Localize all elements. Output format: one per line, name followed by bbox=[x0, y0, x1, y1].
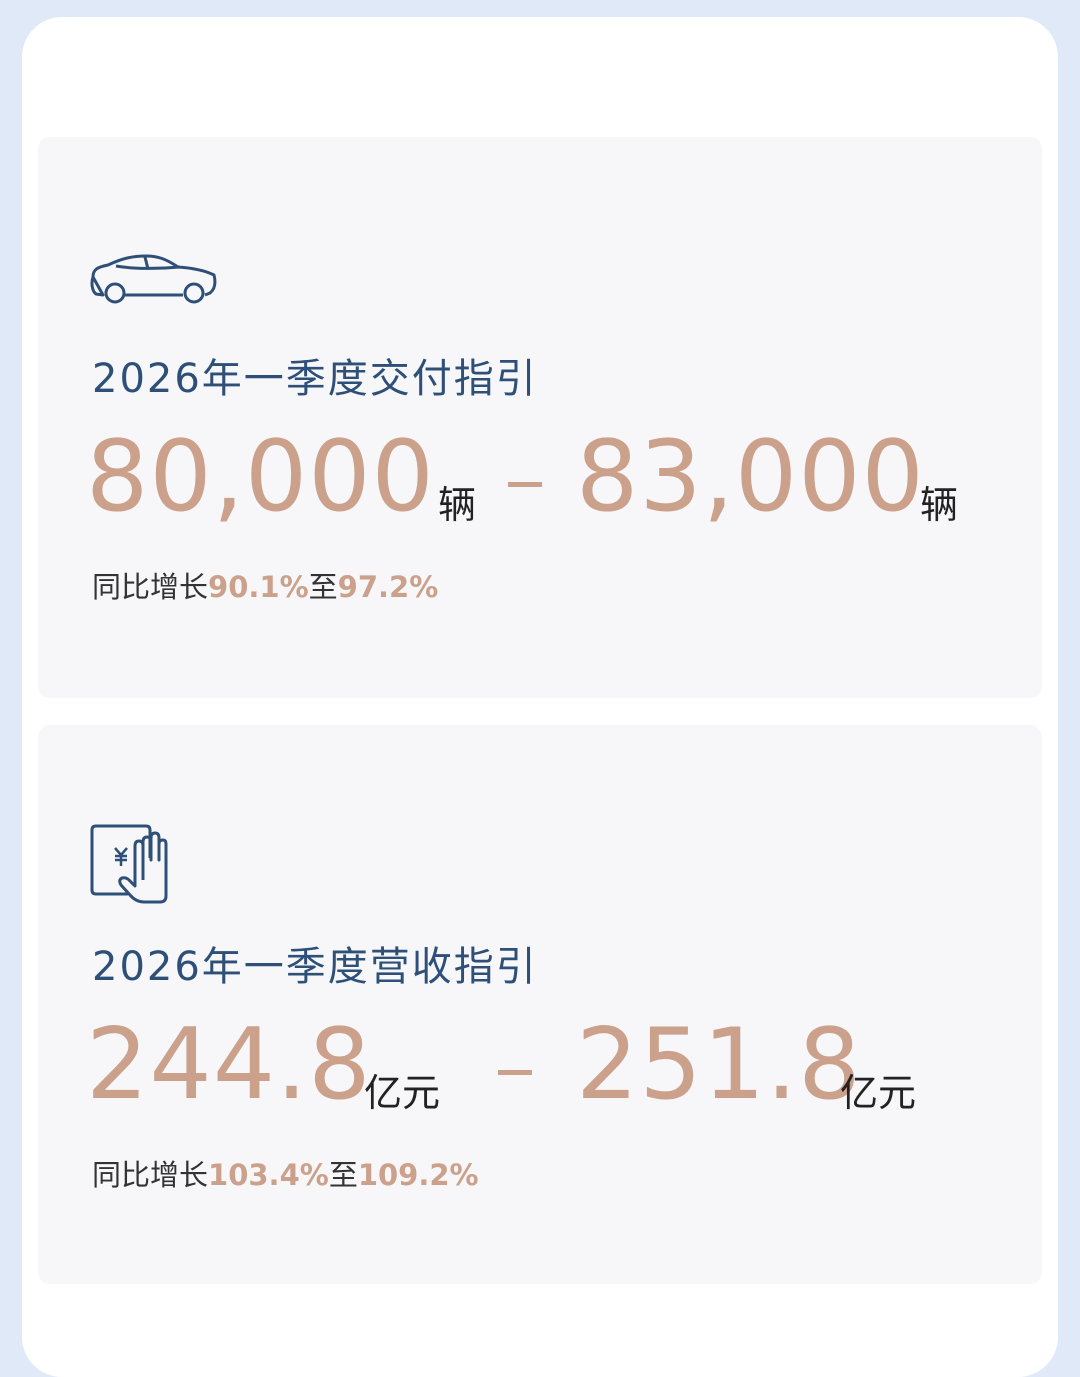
revenue-unit-high: 亿元 bbox=[840, 1071, 917, 1115]
car-icon bbox=[90, 254, 217, 304]
delivery-unit: 辆 bbox=[438, 483, 477, 527]
range-dash bbox=[508, 482, 542, 487]
delivery-low: 80,000 bbox=[86, 420, 435, 534]
delivery-title: 2026年一季度交付指引 bbox=[92, 356, 538, 402]
delivery-growth: 同比增长90.1%至97.2% bbox=[92, 564, 438, 606]
delivery-high: 83,000 bbox=[576, 420, 925, 534]
revenue-low: 244.8 bbox=[86, 1008, 372, 1122]
revenue-growth: 同比增长103.4%至109.2% bbox=[92, 1152, 479, 1194]
growth-low: 90.1% bbox=[208, 570, 309, 604]
growth-high: 109.2% bbox=[357, 1158, 479, 1192]
tablet-yuan-hand-icon bbox=[90, 824, 168, 904]
revenue-unit: 亿元 bbox=[364, 1071, 441, 1115]
growth-high: 97.2% bbox=[337, 570, 439, 604]
delivery-guidance-panel bbox=[38, 137, 1042, 698]
revenue-title: 2026年一季度营收指引 bbox=[92, 944, 538, 990]
delivery-unit-high: 辆 bbox=[920, 483, 959, 527]
growth-to: 至 bbox=[308, 570, 338, 604]
revenue-high: 251.8 bbox=[576, 1008, 862, 1122]
range-dash bbox=[498, 1070, 532, 1075]
growth-to: 至 bbox=[328, 1158, 358, 1192]
growth-low: 103.4% bbox=[208, 1158, 329, 1192]
growth-label: 同比增长 bbox=[92, 570, 209, 604]
growth-label: 同比增长 bbox=[92, 1158, 209, 1192]
revenue-guidance-panel bbox=[38, 725, 1042, 1284]
